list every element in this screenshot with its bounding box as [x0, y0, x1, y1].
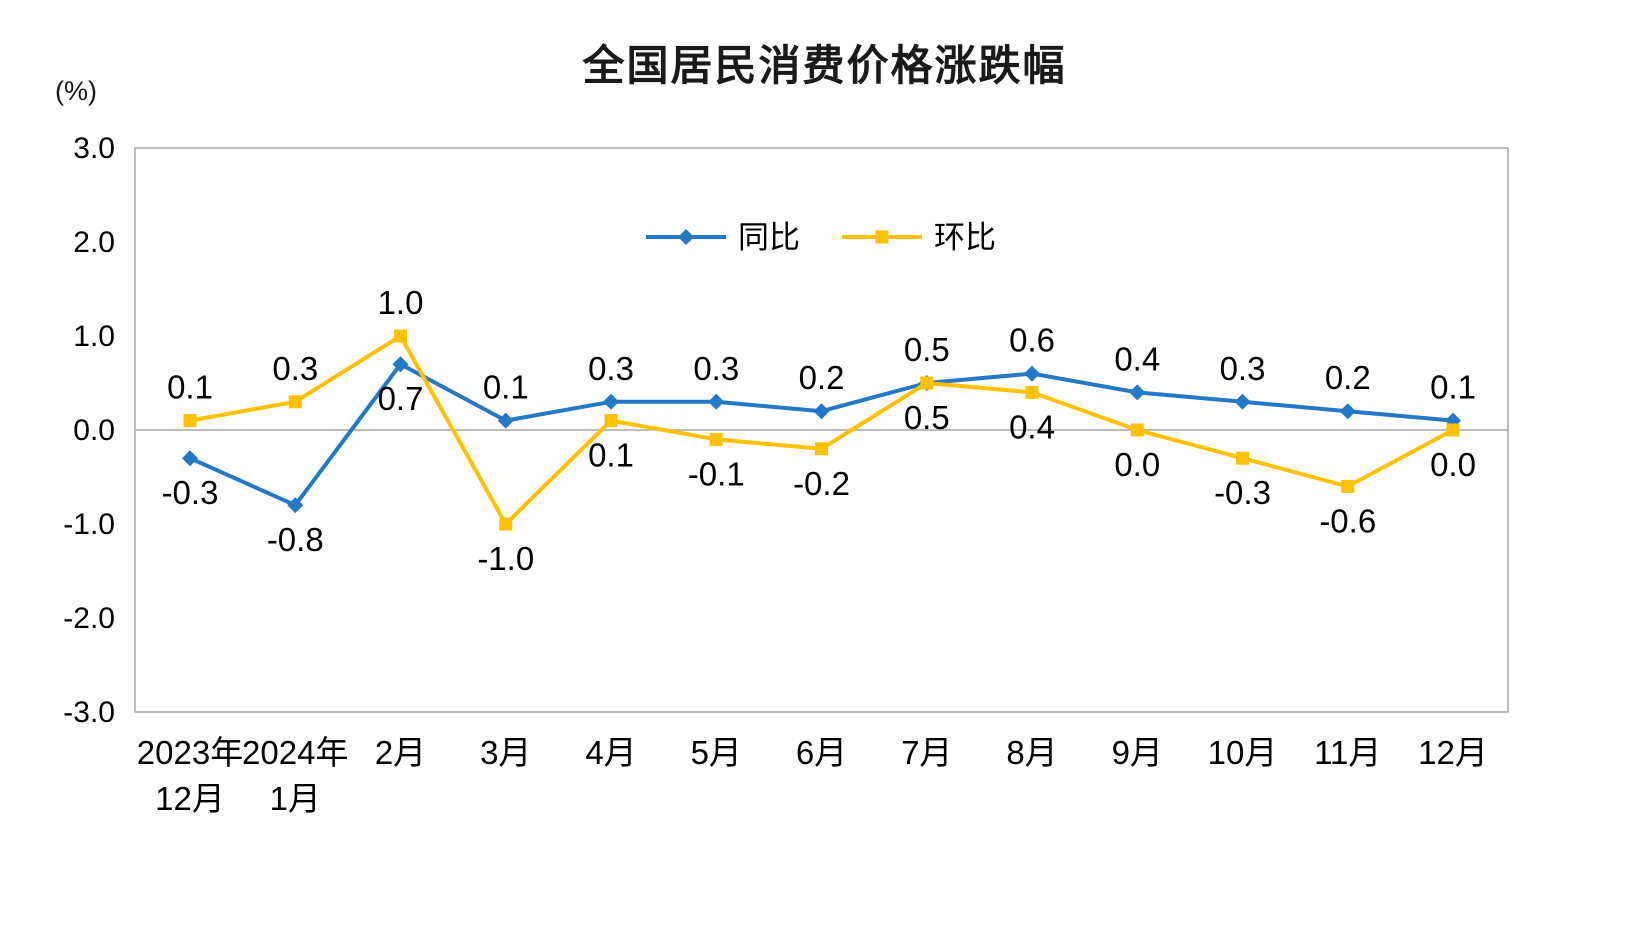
data-label-mom: -0.1 — [688, 455, 745, 492]
y-axis-unit-label: (%) — [55, 76, 97, 106]
data-label-yoy: -0.3 — [162, 474, 219, 511]
series-mom-marker — [288, 395, 302, 409]
data-label-yoy: 0.7 — [378, 380, 424, 417]
series-mom-marker — [709, 432, 723, 446]
y-tick-label: 2.0 — [73, 226, 115, 259]
x-axis-label: 10月 — [1208, 734, 1278, 771]
data-label-yoy: 0.6 — [1009, 322, 1055, 359]
x-axis-label: 5月 — [691, 734, 742, 771]
data-label-yoy: 0.4 — [1114, 340, 1160, 377]
x-axis-label: 12月 — [1418, 734, 1488, 771]
x-axis-label: 4月 — [585, 734, 636, 771]
series-yoy-marker — [287, 497, 304, 514]
series-yoy-marker — [1129, 384, 1146, 401]
x-axis-label: 7月 — [901, 734, 952, 771]
series-yoy-marker — [1234, 393, 1251, 410]
series-mom-marker — [815, 442, 828, 456]
series-yoy-marker — [182, 450, 198, 467]
series-mom-marker — [1130, 423, 1144, 437]
y-tick-label: -1.0 — [63, 508, 115, 541]
series-mom-marker — [1025, 385, 1039, 399]
x-axis-label: 12月 — [155, 780, 225, 817]
x-axis-label: 3月 — [480, 734, 531, 771]
data-label-mom: 0.3 — [272, 350, 318, 387]
data-label-mom: 0.0 — [1430, 446, 1476, 483]
data-label-mom: 0.1 — [588, 437, 634, 474]
x-axis-label: 1月 — [270, 780, 321, 817]
x-axis-label: 8月 — [1006, 734, 1057, 771]
x-axis-label: 2024年 — [242, 734, 348, 771]
y-tick-label: 0.0 — [73, 414, 115, 447]
data-label-mom: 0.0 — [1114, 446, 1160, 483]
data-label-mom: 0.5 — [904, 399, 950, 436]
y-tick-label: -3.0 — [63, 696, 115, 729]
series-yoy-marker — [813, 403, 830, 420]
series-yoy-marker — [1024, 365, 1040, 382]
series-mom-marker — [394, 329, 407, 343]
data-label-yoy: 0.2 — [1325, 359, 1371, 396]
series-yoy-marker — [603, 393, 619, 410]
data-label-yoy: 0.2 — [799, 359, 845, 396]
series-mom-marker — [920, 376, 934, 390]
y-tick-label: 1.0 — [73, 320, 115, 353]
series-yoy-marker — [392, 356, 409, 373]
series-yoy-marker — [708, 393, 725, 410]
data-label-mom: -1.0 — [477, 540, 534, 577]
x-axis-label: 9月 — [1112, 734, 1163, 771]
data-label-yoy: 0.3 — [1220, 350, 1266, 387]
y-tick-label: 3.0 — [73, 132, 115, 165]
series-mom-marker — [499, 517, 513, 531]
series-mom-marker — [604, 414, 618, 428]
data-label-mom: 0.4 — [1009, 408, 1055, 445]
data-label-mom: -0.6 — [1319, 502, 1376, 539]
data-label-mom: -0.3 — [1214, 474, 1271, 511]
data-label-yoy: 0.5 — [904, 331, 950, 368]
legend-mom-label: 环比 — [934, 220, 996, 255]
series-mom-marker — [1446, 423, 1460, 437]
series-mom-marker — [183, 414, 197, 428]
legend-yoy-label: 同比 — [738, 220, 800, 255]
x-axis-label: 11月 — [1314, 734, 1381, 771]
data-label-mom: 1.0 — [378, 284, 424, 321]
data-label-mom: -0.2 — [793, 465, 850, 502]
legend-mom-marker — [875, 230, 889, 244]
x-axis-label: 6月 — [796, 734, 847, 771]
series-mom-marker — [1236, 451, 1249, 465]
x-axis-label: 2月 — [375, 734, 426, 771]
data-label-yoy: 0.3 — [588, 350, 634, 387]
x-axis-label: 2023年 — [137, 734, 243, 771]
y-tick-label: -2.0 — [63, 602, 115, 635]
series-yoy-marker — [497, 412, 514, 429]
chart-title: 全国居民消费价格涨跌幅 — [582, 42, 1067, 89]
data-label-mom: 0.1 — [167, 369, 213, 406]
legend-yoy-marker — [678, 229, 694, 245]
data-label-yoy: 0.1 — [483, 369, 529, 406]
series-yoy-marker — [1339, 403, 1356, 420]
data-label-yoy: -0.8 — [267, 521, 324, 558]
data-label-yoy: 0.3 — [693, 350, 739, 387]
series-mom-marker — [1341, 479, 1355, 493]
data-label-yoy: 0.1 — [1430, 369, 1476, 406]
